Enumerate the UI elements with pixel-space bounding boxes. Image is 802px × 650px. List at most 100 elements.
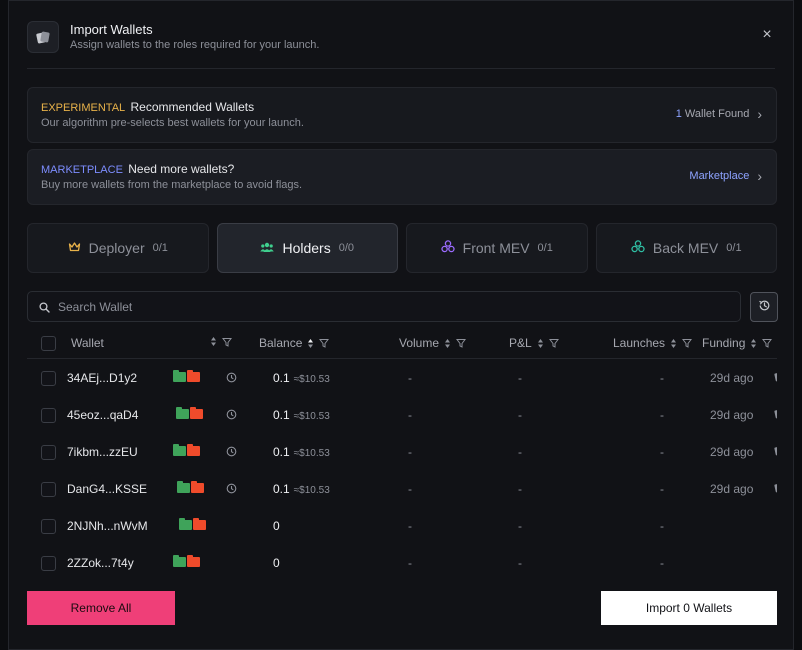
role-tab-front-mev[interactable]: Front MEV 0/1 bbox=[406, 223, 588, 273]
row-checkbox[interactable] bbox=[41, 445, 56, 460]
wallet-cards-icon[interactable] bbox=[774, 445, 777, 459]
wallet-tags bbox=[179, 518, 206, 530]
column-header-volume[interactable]: Volume bbox=[399, 336, 467, 350]
launches-cell: - bbox=[660, 482, 664, 496]
volume-cell: - bbox=[408, 482, 412, 496]
funding-cell: 29d ago bbox=[710, 482, 754, 496]
wallet-address[interactable]: 34AEj...D1y2 bbox=[67, 371, 138, 385]
balance-value: 0.1 bbox=[273, 482, 290, 496]
close-icon[interactable]: × bbox=[762, 26, 772, 43]
role-count: 0/1 bbox=[726, 242, 742, 254]
role-tab-back-mev[interactable]: Back MEV 0/1 bbox=[595, 223, 777, 273]
green-folder-icon bbox=[177, 481, 190, 493]
funding-cell: 29d ago bbox=[710, 371, 754, 385]
cluster-icon bbox=[631, 240, 645, 256]
wallet-tags bbox=[173, 370, 200, 382]
wallet-address[interactable]: DanG4...KSSE bbox=[67, 482, 148, 496]
sort-icon bbox=[751, 338, 757, 348]
import-wallets-button[interactable]: Import 0 Wallets bbox=[601, 591, 777, 625]
launches-cell: - bbox=[660, 519, 664, 533]
balance-usd: ≈$10.53 bbox=[293, 411, 330, 422]
balance-value: 0.1 bbox=[273, 371, 290, 385]
column-header-balance[interactable]: Balance bbox=[259, 336, 330, 350]
row-checkbox[interactable] bbox=[41, 519, 56, 534]
red-folder-icon bbox=[191, 481, 204, 493]
wallets-found-label: Wallet Found bbox=[684, 108, 750, 120]
role-label: Holders bbox=[282, 240, 331, 256]
role-label: Deployer bbox=[88, 240, 145, 256]
launches-cell: - bbox=[660, 556, 664, 570]
green-folder-icon bbox=[176, 407, 189, 419]
column-header-launches[interactable]: Launches bbox=[613, 336, 693, 350]
wallet-cards-icon[interactable] bbox=[774, 482, 777, 496]
role-label: Front MEV bbox=[462, 240, 530, 256]
row-checkbox[interactable] bbox=[41, 371, 56, 386]
wallet-cards-icon[interactable] bbox=[774, 408, 777, 422]
column-header-wallet[interactable]: Wallet bbox=[71, 336, 104, 350]
select-all-checkbox[interactable] bbox=[41, 336, 56, 351]
green-folder-icon bbox=[173, 370, 186, 382]
filter-icon bbox=[548, 339, 559, 348]
column-header-pnl[interactable]: P&L bbox=[509, 336, 559, 350]
pnl-cell: - bbox=[518, 519, 522, 533]
recommended-subtitle: Our algorithm pre-selects best wallets f… bbox=[41, 117, 304, 129]
role-tab-deployer[interactable]: Deployer 0/1 bbox=[27, 223, 209, 273]
pnl-cell: - bbox=[518, 371, 522, 385]
role-tab-holders[interactable]: Holders 0/0 bbox=[216, 223, 398, 273]
balance-usd: ≈$10.53 bbox=[293, 374, 330, 385]
role-count: 0/0 bbox=[338, 242, 355, 254]
table-row[interactable]: 2ZZok...7t4y 0 - - - - bbox=[27, 545, 777, 573]
wallets-table: Wallet Balance Volume P&L Launche bbox=[27, 327, 777, 573]
filter-icon bbox=[456, 339, 467, 348]
balance-usd: ≈$10.53 bbox=[293, 448, 330, 459]
wallet-address[interactable]: 2ZZok...7t4y bbox=[67, 556, 134, 570]
wallet-cards-icon[interactable] bbox=[774, 371, 777, 385]
role-count: 0/1 bbox=[152, 242, 168, 254]
column-header-funding[interactable]: Funding bbox=[702, 336, 773, 350]
recommended-wallets-banner[interactable]: EXPERIMENTAL Recommended Wallets Our alg… bbox=[27, 87, 777, 143]
search-input[interactable] bbox=[58, 292, 728, 321]
role-label: Back MEV bbox=[652, 240, 719, 256]
sort-icon bbox=[671, 338, 677, 348]
wallet-tags bbox=[173, 555, 200, 567]
balance-cell: 0 bbox=[273, 519, 284, 533]
cluster-icon bbox=[440, 240, 455, 256]
modal-subtitle: Assign wallets to the roles required for… bbox=[70, 39, 320, 51]
row-checkbox[interactable] bbox=[41, 408, 56, 423]
filter-icon bbox=[682, 339, 693, 348]
row-checkbox[interactable] bbox=[41, 482, 56, 497]
modal-header: Import Wallets Assign wallets to the rol… bbox=[27, 19, 775, 69]
marketplace-banner[interactable]: MARKETPLACE Need more wallets? Buy more … bbox=[27, 149, 777, 205]
pnl-cell: - bbox=[518, 408, 522, 422]
modal-title: Import Wallets bbox=[70, 22, 153, 37]
history-icon bbox=[758, 299, 771, 315]
table-row[interactable]: 34AEj...D1y2 0.1 ≈$10.53 - - - 29d ago bbox=[27, 360, 777, 397]
table-row[interactable]: 7ikbm...zzEU 0.1 ≈$10.53 - - - 29d ago bbox=[27, 434, 777, 471]
filter-icon bbox=[319, 339, 330, 348]
chevron-right-icon: › bbox=[757, 105, 762, 122]
clock-icon bbox=[226, 409, 237, 423]
green-folder-icon bbox=[173, 555, 186, 567]
wallet-address[interactable]: 7ikbm...zzEU bbox=[67, 445, 138, 459]
history-button[interactable] bbox=[750, 292, 778, 322]
volume-cell: - bbox=[408, 408, 412, 422]
pnl-cell: - bbox=[518, 445, 522, 459]
table-row[interactable]: 2NJNh...nWvM 0 - - - - bbox=[27, 508, 777, 545]
table-header: Wallet Balance Volume P&L Launche bbox=[27, 327, 777, 359]
wallet-address[interactable]: 2NJNh...nWvM bbox=[67, 519, 148, 533]
marketplace-link[interactable]: Marketplace › bbox=[689, 169, 762, 183]
launches-cell: - bbox=[660, 408, 664, 422]
balance-value: 0.1 bbox=[273, 445, 290, 459]
marketplace-subtitle: Buy more wallets from the marketplace to… bbox=[41, 179, 303, 191]
row-checkbox[interactable] bbox=[41, 556, 56, 571]
balance-cell: 0.1 ≈$10.53 bbox=[273, 482, 330, 496]
search-bar bbox=[27, 291, 741, 322]
remove-all-button[interactable]: Remove All bbox=[27, 591, 175, 625]
role-tabs: Deployer 0/1 Holders 0/0 Front MEV 0/1 B… bbox=[27, 223, 777, 273]
table-row[interactable]: DanG4...KSSE 0.1 ≈$10.53 - - - 29d ago bbox=[27, 471, 777, 508]
wallets-found[interactable]: 1 Wallet Found › bbox=[676, 105, 762, 122]
wallet-address[interactable]: 45eoz...qaD4 bbox=[67, 408, 139, 422]
wallet-sort-controls[interactable] bbox=[210, 336, 232, 347]
pnl-cell: - bbox=[518, 482, 522, 496]
table-row[interactable]: 45eoz...qaD4 0.1 ≈$10.53 - - - 29d ago bbox=[27, 397, 777, 434]
